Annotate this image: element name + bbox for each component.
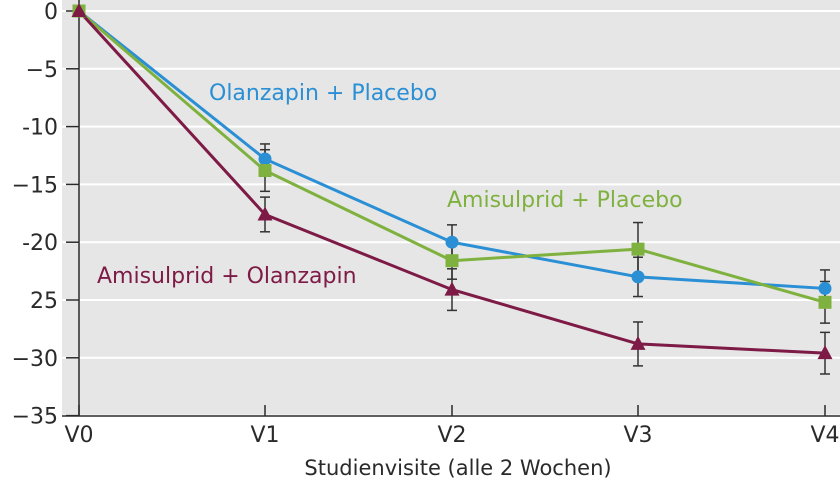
series-group bbox=[71, 3, 833, 375]
series-label-amisulprid-olanzapin: Amisulprid + Olanzapin bbox=[97, 264, 357, 289]
x-tick-label: V3 bbox=[623, 423, 652, 448]
data-point bbox=[631, 270, 645, 284]
y-tick-label: 25 bbox=[30, 289, 58, 314]
y-tick-label: -10 bbox=[22, 116, 58, 141]
data-point bbox=[445, 254, 459, 268]
x-tick-label: V2 bbox=[437, 423, 466, 448]
y-tick-label: −5 bbox=[26, 58, 58, 83]
y-tick-label: −15 bbox=[12, 173, 58, 198]
data-point bbox=[817, 345, 833, 360]
series-label-amisulprid-placebo: Amisulprid + Placebo bbox=[447, 188, 683, 213]
y-axis: 0 −5 -10 −15 -20 25 −30 −35 bbox=[12, 0, 80, 430]
data-point bbox=[257, 206, 273, 221]
x-axis-label: Studienvisite (alle 2 Wochen) bbox=[304, 456, 611, 480]
x-tick-label: V4 bbox=[810, 423, 839, 448]
series-label-olanzapin-placebo: Olanzapin + Placebo bbox=[209, 81, 437, 106]
x-tick-label: V0 bbox=[64, 423, 93, 448]
data-point bbox=[818, 281, 832, 295]
data-point bbox=[630, 335, 646, 350]
y-tick-label: −35 bbox=[12, 405, 58, 430]
data-point bbox=[631, 242, 645, 256]
data-point bbox=[71, 3, 87, 17]
y-tick-label: 0 bbox=[44, 0, 58, 25]
y-tick-label: -20 bbox=[22, 231, 58, 256]
x-tick-label: V1 bbox=[250, 423, 279, 448]
y-tick-label: −30 bbox=[12, 347, 58, 372]
data-point bbox=[258, 164, 272, 178]
data-point bbox=[445, 235, 459, 249]
data-point bbox=[444, 281, 460, 296]
data-point bbox=[258, 152, 272, 166]
data-point bbox=[818, 295, 832, 309]
x-axis: V0 V1 V2 V3 V4 bbox=[62, 405, 840, 448]
